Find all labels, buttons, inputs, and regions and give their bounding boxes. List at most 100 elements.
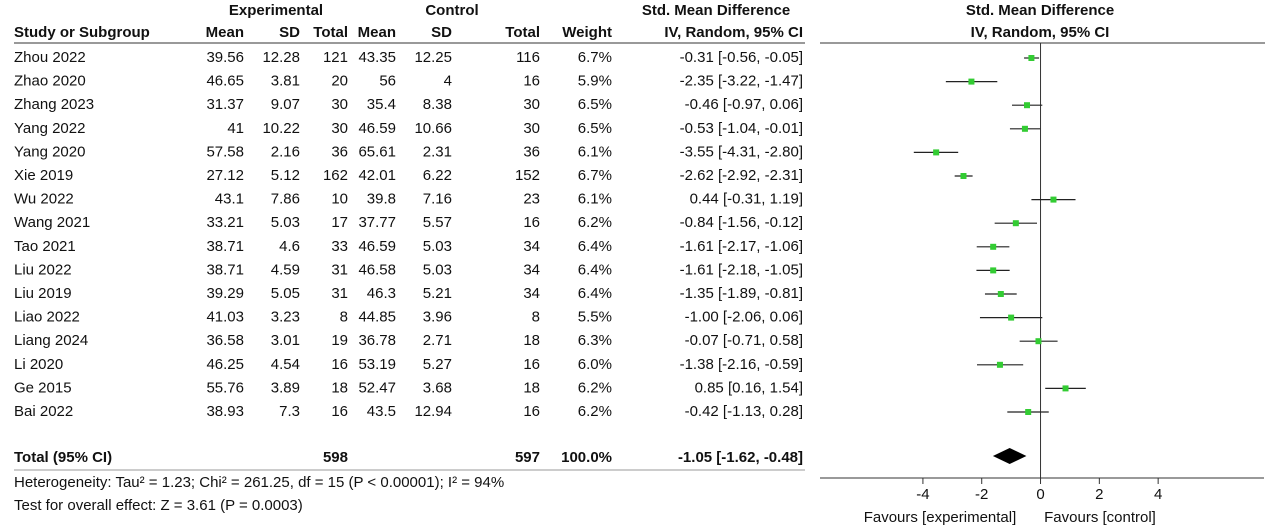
favours-label: Favours [control] [1044, 509, 1156, 526]
cell: Liang 2024 [14, 332, 88, 349]
cell: 4.59 [271, 261, 300, 278]
cell: 4.6 [279, 238, 300, 255]
cell: 5.03 [271, 214, 300, 231]
effect-square [1028, 55, 1035, 61]
cell: Tao 2021 [14, 238, 76, 255]
cell: 46.3 [367, 285, 396, 302]
pooled-diamond [992, 448, 1027, 464]
cell: 36.78 [358, 332, 396, 349]
total-cell: Total (95% CI) [14, 449, 112, 466]
cell: 31 [331, 285, 348, 302]
cell: 38.93 [206, 403, 244, 420]
cell: Liao 2022 [14, 309, 80, 326]
overall-test: Test for overall effect: Z = 3.61 (P = 0… [14, 497, 303, 514]
cell: 57.58 [206, 143, 244, 160]
cell: 16 [523, 403, 540, 420]
cell: 5.05 [271, 285, 300, 302]
effect-square [990, 243, 997, 250]
cell: -2.62 [-2.92, -2.31] [680, 167, 803, 184]
cell: 18 [331, 379, 348, 396]
cell: 30 [331, 96, 348, 113]
cell: 10.22 [262, 120, 300, 137]
cell: -1.61 [-2.17, -1.06] [680, 238, 803, 255]
total-cell: 598 [323, 449, 348, 466]
effect-square [1012, 220, 1019, 227]
cell: 39.29 [206, 285, 244, 302]
total-cell: 597 [515, 449, 540, 466]
cell: 36 [523, 143, 540, 160]
cell: 3.89 [271, 379, 300, 396]
cell: Bai 2022 [14, 403, 73, 420]
column-header: SD [279, 24, 300, 41]
cell: 2.71 [423, 332, 452, 349]
cell: 44.85 [358, 309, 396, 326]
cell: 0.85 [0.16, 1.54] [695, 379, 803, 396]
heterogeneity: Heterogeneity: Tau² = 1.23; Chi² = 261.2… [14, 474, 504, 491]
cell: 20 [331, 73, 348, 90]
effect-square [996, 361, 1003, 368]
cell: 7.86 [271, 191, 300, 208]
cell: 46.58 [358, 261, 396, 278]
cell: 39.56 [206, 49, 244, 66]
column-header: Total [313, 24, 348, 41]
cell: 43.5 [367, 403, 396, 420]
total-cell: -1.05 [-1.62, -0.48] [678, 449, 803, 466]
cell: 31 [331, 261, 348, 278]
cell: Xie 2019 [14, 167, 73, 184]
cell: 5.21 [423, 285, 452, 302]
x-tick-label: 0 [1036, 486, 1044, 503]
cell: 16 [523, 356, 540, 373]
cell: 5.03 [423, 238, 452, 255]
cell: 30 [523, 120, 540, 137]
cell: -0.07 [-0.71, 0.58] [685, 332, 803, 349]
cell: Wu 2022 [14, 191, 74, 208]
effect-square [960, 173, 967, 179]
cell: 18 [523, 332, 540, 349]
cell: 33 [331, 238, 348, 255]
cell: 16 [331, 356, 348, 373]
cell: 36 [331, 143, 348, 160]
cell: 2.31 [423, 143, 452, 160]
cell: Zhao 2020 [14, 73, 86, 90]
cell: 121 [323, 49, 348, 66]
cell: 8 [532, 309, 540, 326]
effect-square [1025, 409, 1032, 415]
cell: 19 [331, 332, 348, 349]
cell: 116 [516, 49, 540, 66]
group-header: Control [425, 2, 478, 19]
cell: 30 [523, 96, 540, 113]
cell: Liu 2022 [14, 261, 72, 278]
cell: 4.54 [271, 356, 300, 373]
cell: 6.4% [578, 285, 612, 302]
cell: Wang 2021 [14, 214, 90, 231]
cell: 16 [523, 214, 540, 231]
column-header: Weight [562, 24, 612, 41]
cell: 10 [331, 191, 348, 208]
cell: -1.61 [-2.18, -1.05] [680, 261, 803, 278]
cell: -2.35 [-3.22, -1.47] [680, 73, 803, 90]
column-header: IV, Random, 95% CI [664, 24, 803, 41]
cell: 37.77 [358, 214, 396, 231]
cell: 3.68 [423, 379, 452, 396]
cell: 5.12 [271, 167, 300, 184]
cell: 152 [515, 167, 540, 184]
cell: 5.9% [578, 73, 612, 90]
cell: Zhang 2023 [14, 96, 94, 113]
cell: 12.28 [262, 49, 300, 66]
cell: 6.5% [578, 96, 612, 113]
cell: 6.0% [578, 356, 612, 373]
cell: 16 [523, 73, 540, 90]
group-header: Experimental [229, 2, 323, 19]
cell: 8.38 [423, 96, 452, 113]
column-header: Total [505, 24, 540, 41]
cell: 12.94 [414, 403, 452, 420]
cell: 3.96 [423, 309, 452, 326]
cell: 34 [523, 261, 540, 278]
effect-square [1035, 338, 1042, 345]
cell: 46.65 [206, 73, 244, 90]
cell: Li 2020 [14, 356, 63, 373]
cell: 7.3 [279, 403, 300, 420]
cell: Yang 2022 [14, 120, 85, 137]
cell: 41 [227, 120, 244, 137]
